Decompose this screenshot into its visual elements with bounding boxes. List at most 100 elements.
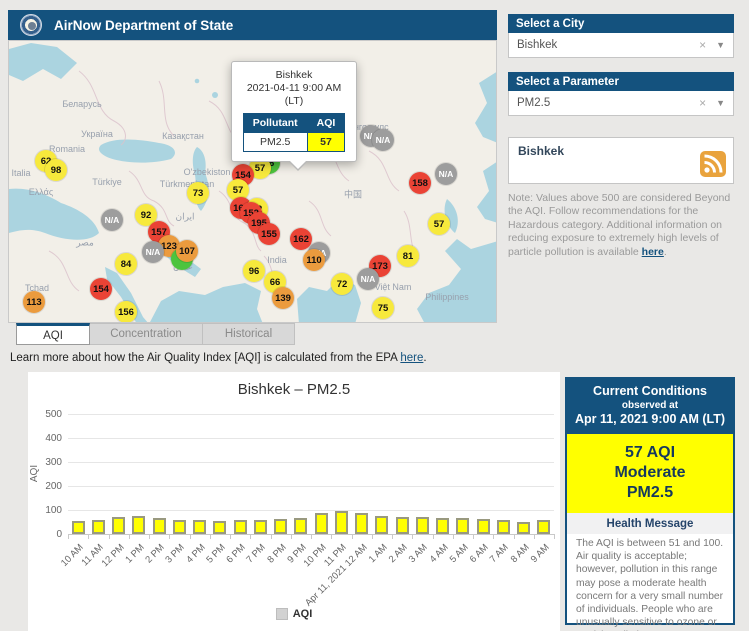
aqi-marker[interactable]: 158 xyxy=(409,172,431,194)
chart-bar[interactable] xyxy=(253,520,267,534)
chart-x-tickmark xyxy=(351,534,353,539)
rss-icon[interactable] xyxy=(700,151,726,177)
chart-bar[interactable] xyxy=(537,520,551,534)
chart-x-tickmark xyxy=(331,534,333,539)
aqi-marker[interactable]: 98 xyxy=(45,159,67,181)
chart-bar[interactable] xyxy=(456,517,470,534)
popup-table: Pollutant AQI PM2.5 57 xyxy=(242,113,346,152)
map-country-label: Philippines xyxy=(425,292,469,302)
chart-bar[interactable] xyxy=(193,520,207,534)
tab-historical[interactable]: Historical xyxy=(203,323,295,345)
aqi-marker[interactable]: 96 xyxy=(243,260,265,282)
map-country-label: Romania xyxy=(48,144,86,154)
chart-bar[interactable] xyxy=(476,518,490,534)
app-title: AirNow Department of State xyxy=(54,17,234,33)
chart-bar[interactable] xyxy=(355,512,369,534)
aqi-marker[interactable]: 155 xyxy=(258,223,280,245)
parameter-caret-icon[interactable]: ▼ xyxy=(716,98,725,108)
aqi-marker[interactable]: 84 xyxy=(115,253,137,275)
aqi-marker[interactable]: 110 xyxy=(303,249,325,271)
aqi-map[interactable]: Беларусь Україна Romania Italia Ελλάς Türkiye… xyxy=(8,40,497,323)
chart-legend[interactable]: AQI xyxy=(28,608,560,620)
aqi-marker[interactable]: N/A xyxy=(357,268,379,290)
chart-bar[interactable] xyxy=(375,516,389,534)
chart-bar[interactable] xyxy=(334,511,348,534)
aqi-marker[interactable]: 154 xyxy=(90,278,112,300)
aqi-marker[interactable]: 57 xyxy=(227,179,249,201)
map-country-label: ایران xyxy=(175,211,195,222)
aqi-marker[interactable]: N/A xyxy=(142,241,164,263)
parameter-select[interactable]: PM2.5 × ▼ xyxy=(508,91,734,116)
chart-bar[interactable] xyxy=(233,519,247,534)
chart-x-tickmark xyxy=(533,534,535,539)
aqi-marker[interactable]: 113 xyxy=(23,291,45,313)
chart-gridline xyxy=(68,438,554,439)
city-caret-icon[interactable]: ▼ xyxy=(716,40,725,50)
map-country-label: Ελλάς xyxy=(28,187,54,197)
aqi-marker[interactable]: 92 xyxy=(135,204,157,226)
chart-bar[interactable] xyxy=(71,520,85,534)
cc-aqi-block: 57 AQI Moderate PM2.5 xyxy=(567,434,733,513)
note-text-before: Note: Values above 500 are considered Be… xyxy=(508,192,731,258)
map-country-label: Беларусь xyxy=(62,99,102,109)
parameter-select-header: Select a Parameter xyxy=(508,72,734,91)
chart-bar[interactable] xyxy=(415,517,429,534)
chart-bar[interactable] xyxy=(294,518,308,534)
chart-bar[interactable] xyxy=(314,512,328,534)
chart-x-tickmark xyxy=(311,534,312,539)
aqi-marker[interactable]: 72 xyxy=(331,273,353,295)
rss-city-title: Bishkek xyxy=(518,144,565,158)
aqi-marker[interactable]: 81 xyxy=(397,245,419,267)
city-clear-icon[interactable]: × xyxy=(699,38,707,52)
chart-x-tickmark xyxy=(250,534,252,539)
aqi-marker[interactable]: 57 xyxy=(428,213,450,235)
epa-text-before: Learn more about how the Air Quality Ind… xyxy=(10,352,401,364)
cc-aqi-value: 57 AQI xyxy=(624,444,676,461)
chart-bar[interactable] xyxy=(517,521,531,534)
chart-y-tick: 200 xyxy=(45,481,62,492)
aqi-marker[interactable]: N/A xyxy=(101,209,123,231)
city-select[interactable]: Bishkek × ▼ xyxy=(508,33,734,58)
chart-bar[interactable] xyxy=(395,517,409,534)
epa-here-link[interactable]: here xyxy=(400,352,424,364)
chart-bar[interactable] xyxy=(496,520,510,534)
chart-x-tickmark xyxy=(108,534,110,539)
map-country-label: Tchad xyxy=(24,283,50,293)
chart-x-tickmark xyxy=(412,534,414,539)
aqi-marker[interactable]: 73 xyxy=(187,182,209,204)
chart-title: Bishkek – PM2.5 xyxy=(237,381,351,398)
aqi-marker[interactable]: 75 xyxy=(372,297,394,319)
aqi-marker[interactable]: N/A xyxy=(435,163,457,185)
note-here-link[interactable]: here xyxy=(641,245,664,258)
aqi-marker[interactable]: 57 xyxy=(249,157,271,179)
chart-bar[interactable] xyxy=(112,517,126,534)
chart-x-tickmark xyxy=(128,534,130,539)
aqi-marker[interactable]: N/A xyxy=(372,129,394,151)
chart-x-tickmark xyxy=(230,534,231,539)
chart-bar[interactable] xyxy=(274,518,288,534)
map-country-label: Italia xyxy=(11,168,31,178)
tab-concentration[interactable]: Concentration xyxy=(90,323,203,345)
chart-x-tickmark xyxy=(270,534,272,539)
chart-bar[interactable] xyxy=(132,516,146,534)
aqi-marker[interactable]: 107 xyxy=(176,240,198,262)
health-message-header: Health Message xyxy=(567,513,733,534)
chart-bar[interactable] xyxy=(91,520,105,534)
chart-bar[interactable] xyxy=(213,520,227,534)
tab-aqi[interactable]: AQI xyxy=(16,323,90,345)
beyond-aqi-note: Note: Values above 500 are considered Be… xyxy=(508,192,738,259)
chart-bar[interactable] xyxy=(436,518,450,534)
chart-bar[interactable] xyxy=(152,518,166,534)
chart-x-tickmark xyxy=(371,534,373,539)
popup-col-aqi: AQI xyxy=(306,113,346,133)
chart-y-tick: 300 xyxy=(45,457,62,468)
map-country-label: O'zbekiston xyxy=(183,167,231,177)
parameter-clear-icon[interactable]: × xyxy=(699,96,707,110)
aqi-marker[interactable]: 139 xyxy=(272,287,294,309)
chart-x-tickmark xyxy=(554,534,555,539)
cc-aqi-pollutant: PM2.5 xyxy=(626,484,674,501)
chart-bar[interactable] xyxy=(172,519,186,534)
aqi-marker[interactable]: 162 xyxy=(290,228,312,250)
aqi-marker[interactable]: 156 xyxy=(115,301,137,322)
